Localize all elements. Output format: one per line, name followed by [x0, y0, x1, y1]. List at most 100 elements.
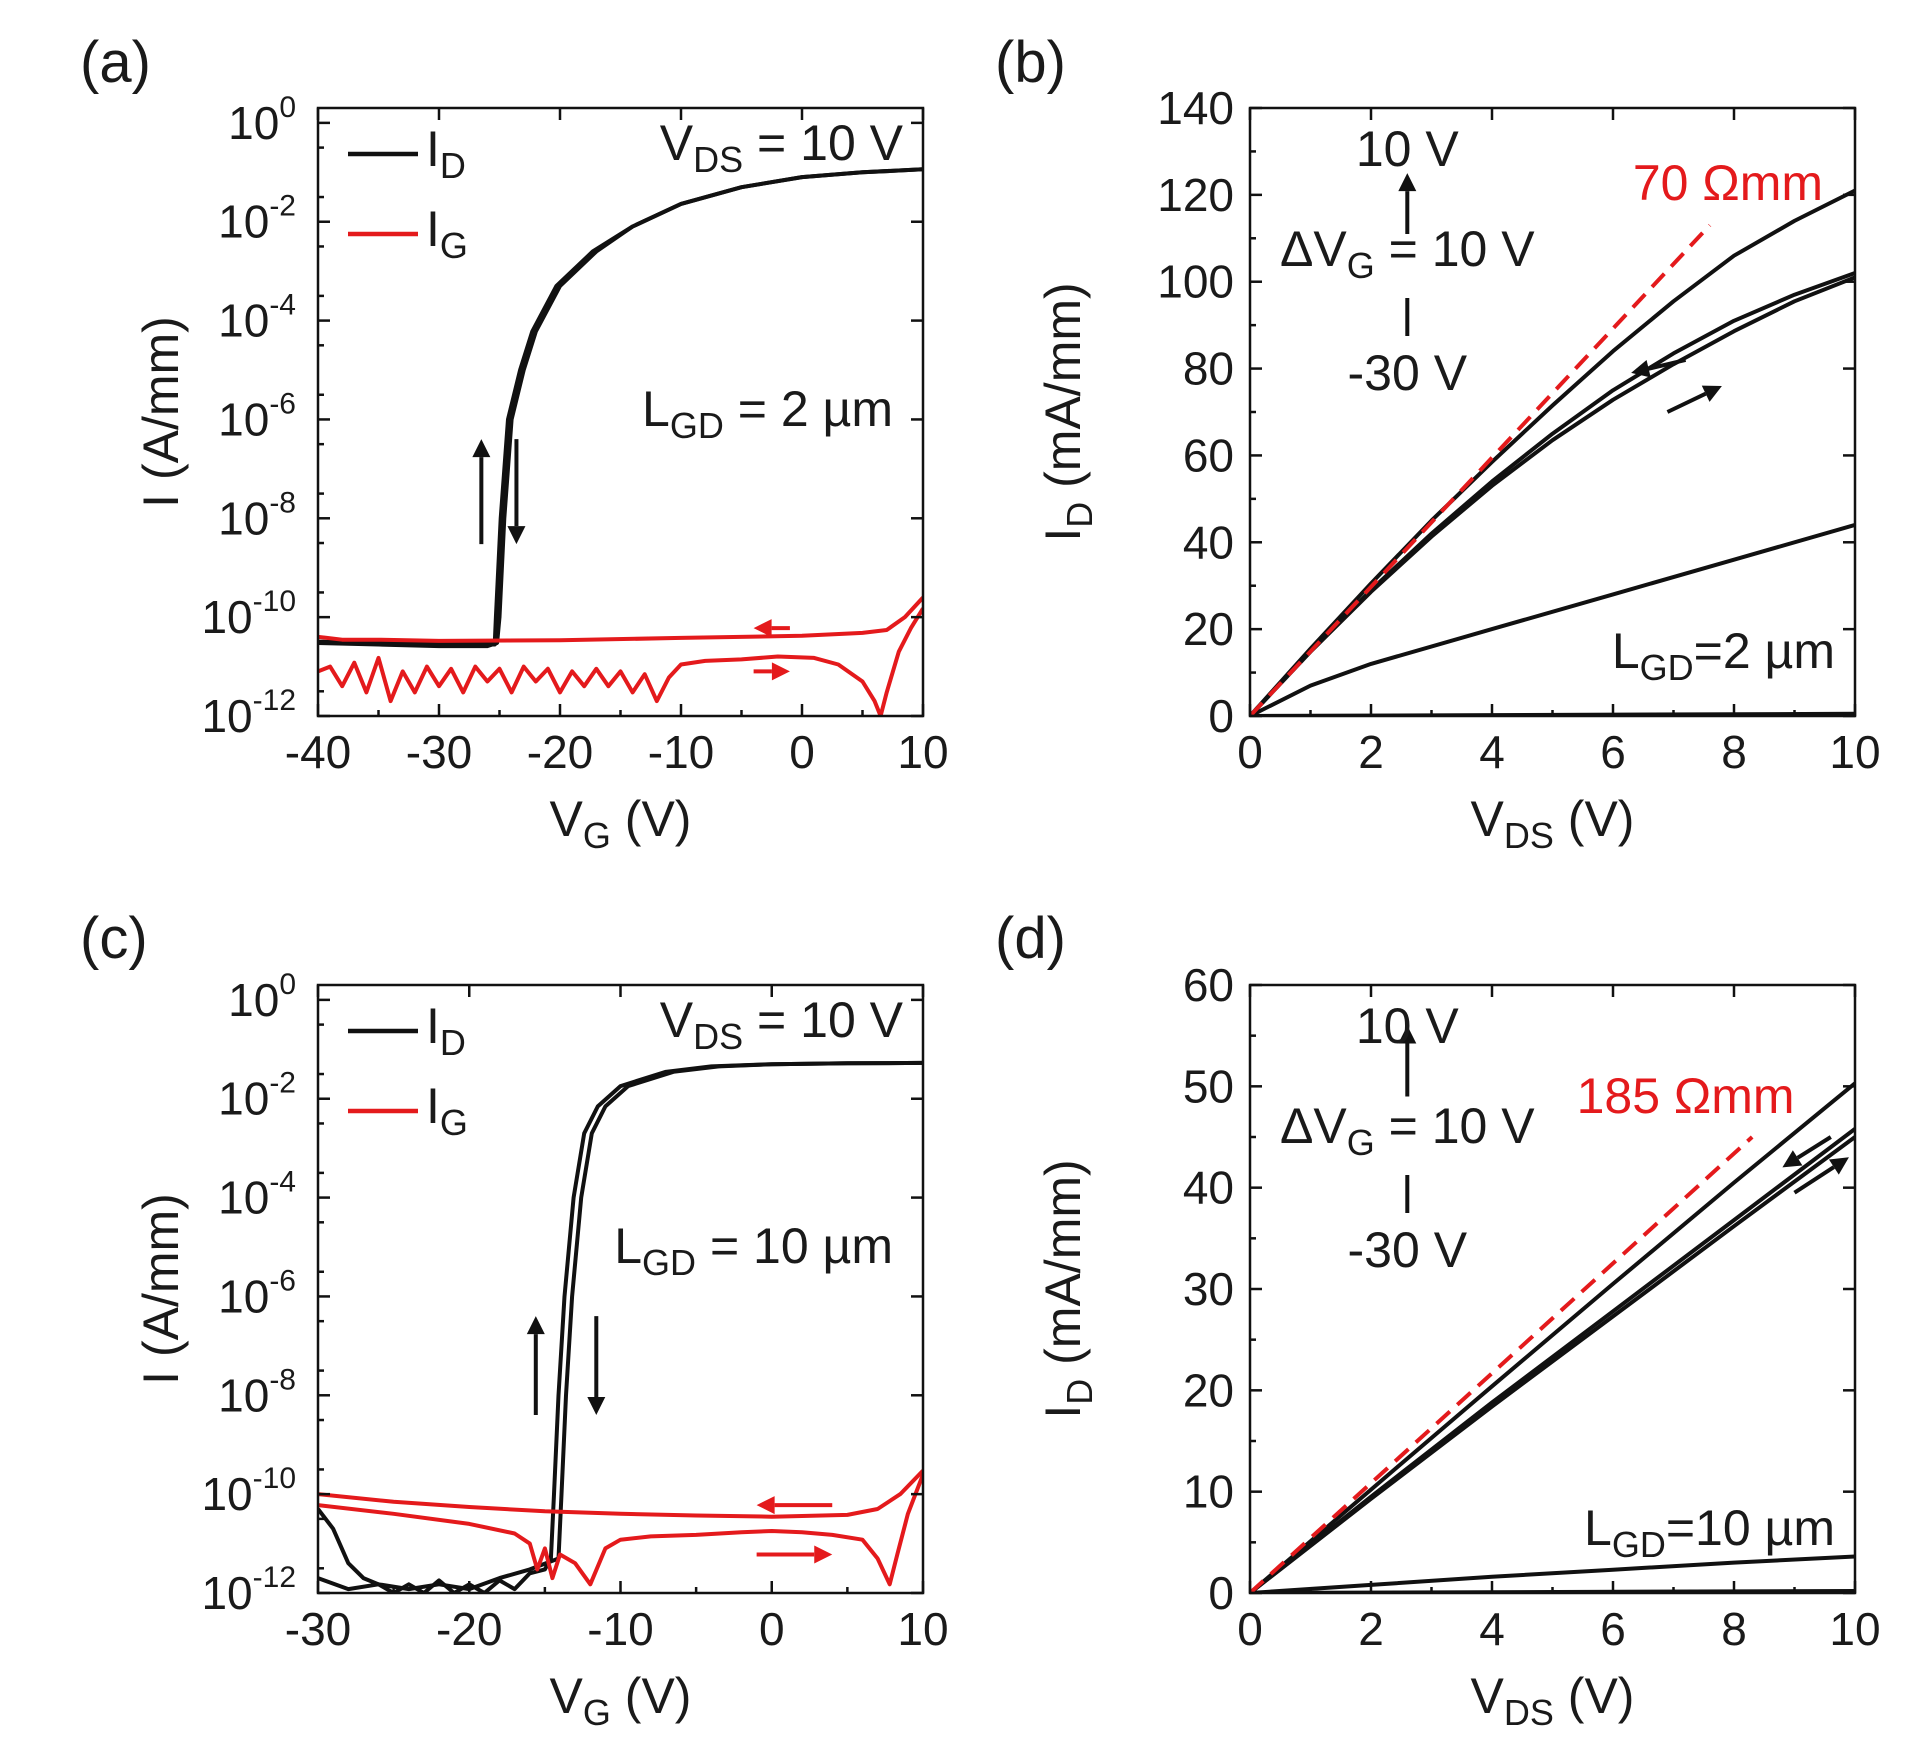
panel-label: (d) [995, 906, 1066, 971]
vg-step-label: ΔVG = 10 V [1280, 1098, 1535, 1163]
series-line-2 [318, 167, 923, 647]
y-tick-label: 10 [1183, 1466, 1234, 1518]
y-tick-label: 10-12 [201, 684, 296, 742]
x-axis-title: VG (V) [550, 791, 692, 856]
x-tick-label: 0 [1237, 726, 1263, 778]
y-axis-title: I (A/mm) [133, 316, 189, 508]
legend-item: ID [348, 998, 466, 1063]
y-tick-label: 10-10 [201, 585, 296, 643]
direction-arrow [756, 1496, 833, 1515]
x-tick-label: 10 [897, 1603, 948, 1655]
x-tick-label: 2 [1358, 726, 1384, 778]
y-axis-title-group: I (A/mm) [133, 316, 189, 508]
x-tick-label: 10 [897, 726, 948, 778]
y-tick-label: 100 [1157, 256, 1234, 308]
y-tick-label: 20 [1183, 1364, 1234, 1416]
x-tick-label: -30 [406, 726, 472, 778]
fit-line [1250, 1135, 1754, 1593]
x-tick-label: -20 [436, 1603, 502, 1655]
direction-arrow [1398, 1025, 1417, 1097]
x-tick-label: 4 [1479, 1603, 1505, 1655]
series-line-3 [318, 1469, 923, 1519]
panel-label: (c) [80, 906, 148, 971]
series-line-1 [1250, 188, 1855, 716]
direction-arrow [1793, 1157, 1849, 1195]
legend-label: IG [426, 201, 468, 266]
series-line-4 [318, 1473, 923, 1587]
x-axis-title: VDS (V) [1471, 1668, 1635, 1733]
x-tick-label: 6 [1600, 1603, 1626, 1655]
vg-step-label: ΔVG = 10 V [1280, 221, 1535, 286]
direction-arrow [587, 1316, 606, 1415]
y-tick-label: 10-10 [201, 1462, 296, 1520]
y-tick-label: 40 [1183, 1162, 1234, 1214]
x-axis-title: VDS (V) [1471, 791, 1635, 856]
direction-arrow [472, 439, 491, 545]
y-tick-label: 10-8 [218, 486, 296, 544]
y-axis-title: ID (mA/mm) [1035, 1159, 1100, 1418]
panel-a: (a) -40 -30 -20 -10 0 10 10-12 10-10 10-8 10-6 10-4… [80, 30, 949, 856]
x-tick-label: 0 [759, 1603, 785, 1655]
y-axis-title-group: ID (mA/mm) [1035, 282, 1100, 541]
lgd-annotation: LGD = 2 µm [642, 381, 893, 446]
y-tick-label: 10-6 [218, 387, 296, 445]
y-axis-title-group: I (A/mm) [133, 1193, 189, 1385]
direction-arrow [1398, 173, 1417, 234]
direction-arrow [507, 439, 526, 545]
x-tick-label: 6 [1600, 726, 1626, 778]
vds-annotation: VDS = 10 V [660, 992, 904, 1057]
x-tick-label: 4 [1479, 726, 1505, 778]
y-tick-label: 10-8 [218, 1363, 296, 1421]
lgd-annotation: LGD = 10 µm [614, 1218, 893, 1283]
vds-annotation: VDS = 10 V [660, 115, 904, 180]
y-axis-title-group: ID (mA/mm) [1035, 1159, 1100, 1418]
series-line-3 [1250, 1135, 1855, 1593]
series-line-4 [318, 607, 923, 716]
fit-line [1250, 223, 1712, 716]
y-tick-label: 20 [1183, 603, 1234, 655]
lgd-annotation: LGD=2 µm [1612, 623, 1835, 688]
series-line-4 [1250, 522, 1855, 716]
y-tick-label: 30 [1183, 1263, 1234, 1315]
lgd-annotation: LGD=10 µm [1584, 1500, 1835, 1565]
y-tick-label: 10-2 [218, 190, 296, 248]
legend-label: ID [426, 121, 466, 186]
plot-area [318, 1060, 923, 1593]
x-tick-label: 2 [1358, 1603, 1384, 1655]
resistance-label: 70 Ωmm [1633, 155, 1823, 211]
direction-arrow [1666, 385, 1722, 414]
series-line-4 [1250, 1554, 1855, 1593]
plot-area [318, 167, 923, 716]
y-tick-label: 100 [228, 91, 296, 149]
y-tick-label: 0 [1208, 1567, 1234, 1619]
legend-label: ID [426, 998, 466, 1063]
vg-bottom-label: -30 V [1348, 345, 1468, 401]
y-tick-label: 60 [1183, 429, 1234, 481]
vg-bottom-label: -30 V [1348, 1222, 1468, 1278]
panel-c: (c) -30 -20 -10 0 10 10-12 10-10 10-8 10-6 10-4 10-… [80, 906, 949, 1733]
y-tick-label: 0 [1208, 690, 1234, 742]
x-tick-label: -40 [285, 726, 351, 778]
y-axis-title: I (A/mm) [133, 1193, 189, 1385]
y-tick-label: 10-2 [218, 1067, 296, 1125]
y-tick-label: 140 [1157, 82, 1234, 134]
direction-arrow [526, 1316, 545, 1415]
panel-label: (b) [995, 30, 1066, 95]
series-line-3 [318, 596, 923, 643]
x-tick-label: -10 [587, 1603, 653, 1655]
series-line-1 [1250, 1081, 1855, 1593]
y-axis-title: ID (mA/mm) [1035, 282, 1100, 541]
panel-d: (d) 0 2 4 6 8 10 0 10 20 30 40 50 60 VDS (V) ID (mA/mm)… [995, 906, 1881, 1733]
vg-top-label: 10 V [1356, 998, 1460, 1054]
x-tick-label: 10 [1829, 726, 1880, 778]
resistance-label: 185 Ωmm [1577, 1068, 1795, 1124]
y-tick-label: 60 [1183, 959, 1234, 1011]
series-line-1 [318, 1060, 923, 1593]
y-tick-label: 40 [1183, 516, 1234, 568]
direction-arrow [1782, 1135, 1832, 1168]
series-line-3 [1250, 275, 1855, 716]
y-tick-label: 10-6 [218, 1264, 296, 1322]
direction-arrow [756, 1545, 833, 1564]
x-tick-label: -20 [527, 726, 593, 778]
